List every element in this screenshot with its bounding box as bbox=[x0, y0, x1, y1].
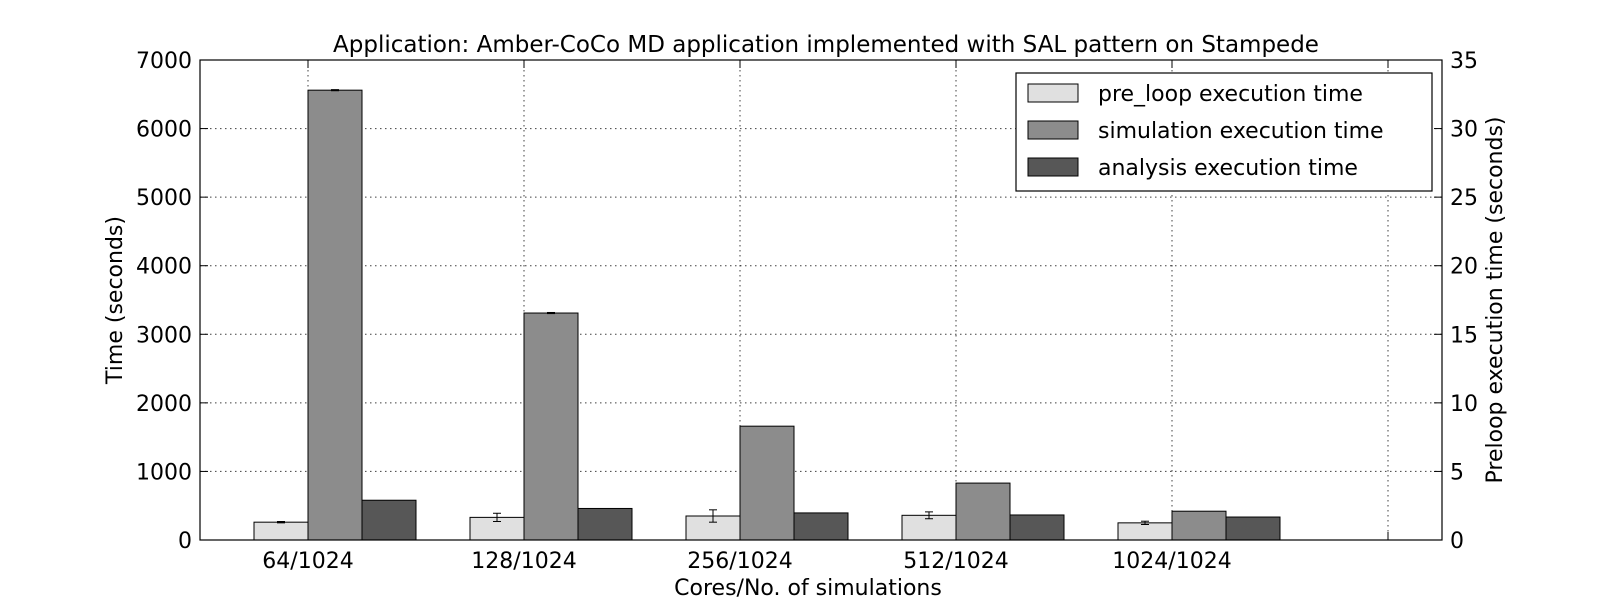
bar-simulation bbox=[739, 425, 795, 541]
bar-simulation bbox=[955, 482, 1011, 541]
y-axis-title-right: Preloop execution time (seconds) bbox=[1483, 117, 1508, 484]
y-tick-label-right: 20 bbox=[1450, 255, 1478, 280]
y-tick-label-right: 15 bbox=[1450, 323, 1478, 348]
bars bbox=[253, 89, 1281, 541]
bar-analysis bbox=[1009, 514, 1065, 541]
x-tick-label: 512/1024 bbox=[903, 549, 1008, 574]
y-tick-label-right: 5 bbox=[1450, 460, 1464, 485]
y-tick-label-left: 3000 bbox=[136, 323, 192, 348]
y-tick-label-left: 2000 bbox=[136, 392, 192, 417]
legend-frame bbox=[1015, 72, 1433, 192]
x-tick-label: 64/1024 bbox=[262, 549, 353, 574]
bar-pre-loop bbox=[1117, 522, 1173, 541]
y-tick-label-left: 5000 bbox=[136, 186, 192, 211]
ticks: 0 1000 2000 3000 4000 5000 6000 7000 0 5 10 15 20 25 3… bbox=[136, 49, 1478, 574]
bar-pre-loop bbox=[253, 521, 309, 541]
bar-analysis bbox=[361, 499, 417, 541]
x-tick-label: 1024/1024 bbox=[1112, 549, 1231, 574]
y-tick-label-right: 10 bbox=[1450, 392, 1478, 417]
legend-swatch bbox=[1027, 157, 1079, 177]
legend-label: analysis execution time bbox=[1098, 156, 1358, 181]
y-tick-label-left: 4000 bbox=[136, 255, 192, 280]
legend-label: simulation execution time bbox=[1098, 119, 1384, 144]
y-tick-label-right: 25 bbox=[1450, 186, 1478, 211]
x-tick-label: 128/1024 bbox=[471, 549, 576, 574]
bar-analysis bbox=[1225, 516, 1281, 541]
legend-swatch bbox=[1027, 120, 1079, 140]
y-tick-label-right: 35 bbox=[1450, 49, 1478, 74]
legend: pre_loop execution time simulation execut… bbox=[1015, 72, 1433, 192]
y-tick-label-left: 1000 bbox=[136, 460, 192, 485]
bar-simulation bbox=[1171, 510, 1227, 541]
y-tick-label-left: 7000 bbox=[136, 49, 192, 74]
bar-simulation bbox=[523, 312, 579, 541]
y-tick-label-right: 0 bbox=[1450, 529, 1464, 554]
y-tick-label-left: 6000 bbox=[136, 118, 192, 143]
y-tick-label-right: 30 bbox=[1450, 118, 1478, 143]
y-axis-title-left: Time (seconds) bbox=[103, 216, 128, 385]
legend-label: pre_loop execution time bbox=[1098, 82, 1363, 107]
chart-title: Application: Amber-CoCo MD application i… bbox=[333, 32, 1319, 58]
y-tick-label-left: 0 bbox=[178, 529, 192, 554]
bar-analysis bbox=[793, 512, 849, 541]
bar-simulation bbox=[307, 89, 363, 541]
bar-analysis bbox=[577, 507, 633, 541]
legend-swatch bbox=[1027, 83, 1079, 103]
plot-frame bbox=[199, 59, 1443, 541]
x-tick-label: 256/1024 bbox=[687, 549, 792, 574]
x-axis-title: Cores/No. of simulations bbox=[674, 576, 942, 600]
